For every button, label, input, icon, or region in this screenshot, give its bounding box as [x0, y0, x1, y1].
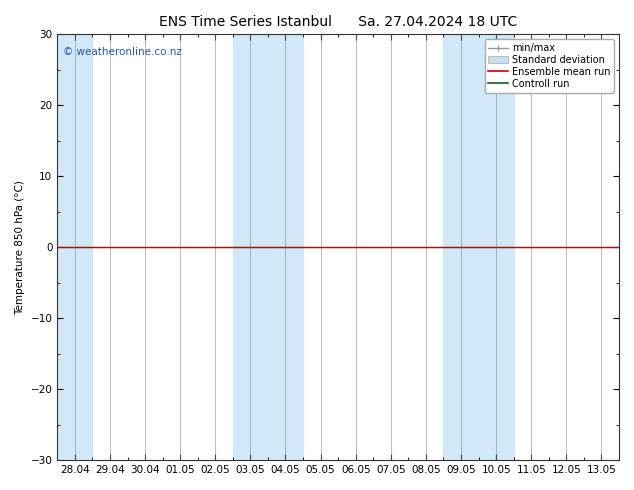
Bar — [479, 34, 514, 460]
Bar — [443, 34, 479, 460]
Bar — [268, 34, 303, 460]
Legend: min/max, Standard deviation, Ensemble mean run, Controll run: min/max, Standard deviation, Ensemble me… — [484, 39, 614, 93]
Text: © weatheronline.co.nz: © weatheronline.co.nz — [63, 47, 182, 57]
Bar — [233, 34, 268, 460]
Bar — [57, 34, 93, 460]
Y-axis label: Temperature 850 hPa (°C): Temperature 850 hPa (°C) — [15, 180, 25, 315]
Title: ENS Time Series Istanbul      Sa. 27.04.2024 18 UTC: ENS Time Series Istanbul Sa. 27.04.2024 … — [159, 15, 517, 29]
